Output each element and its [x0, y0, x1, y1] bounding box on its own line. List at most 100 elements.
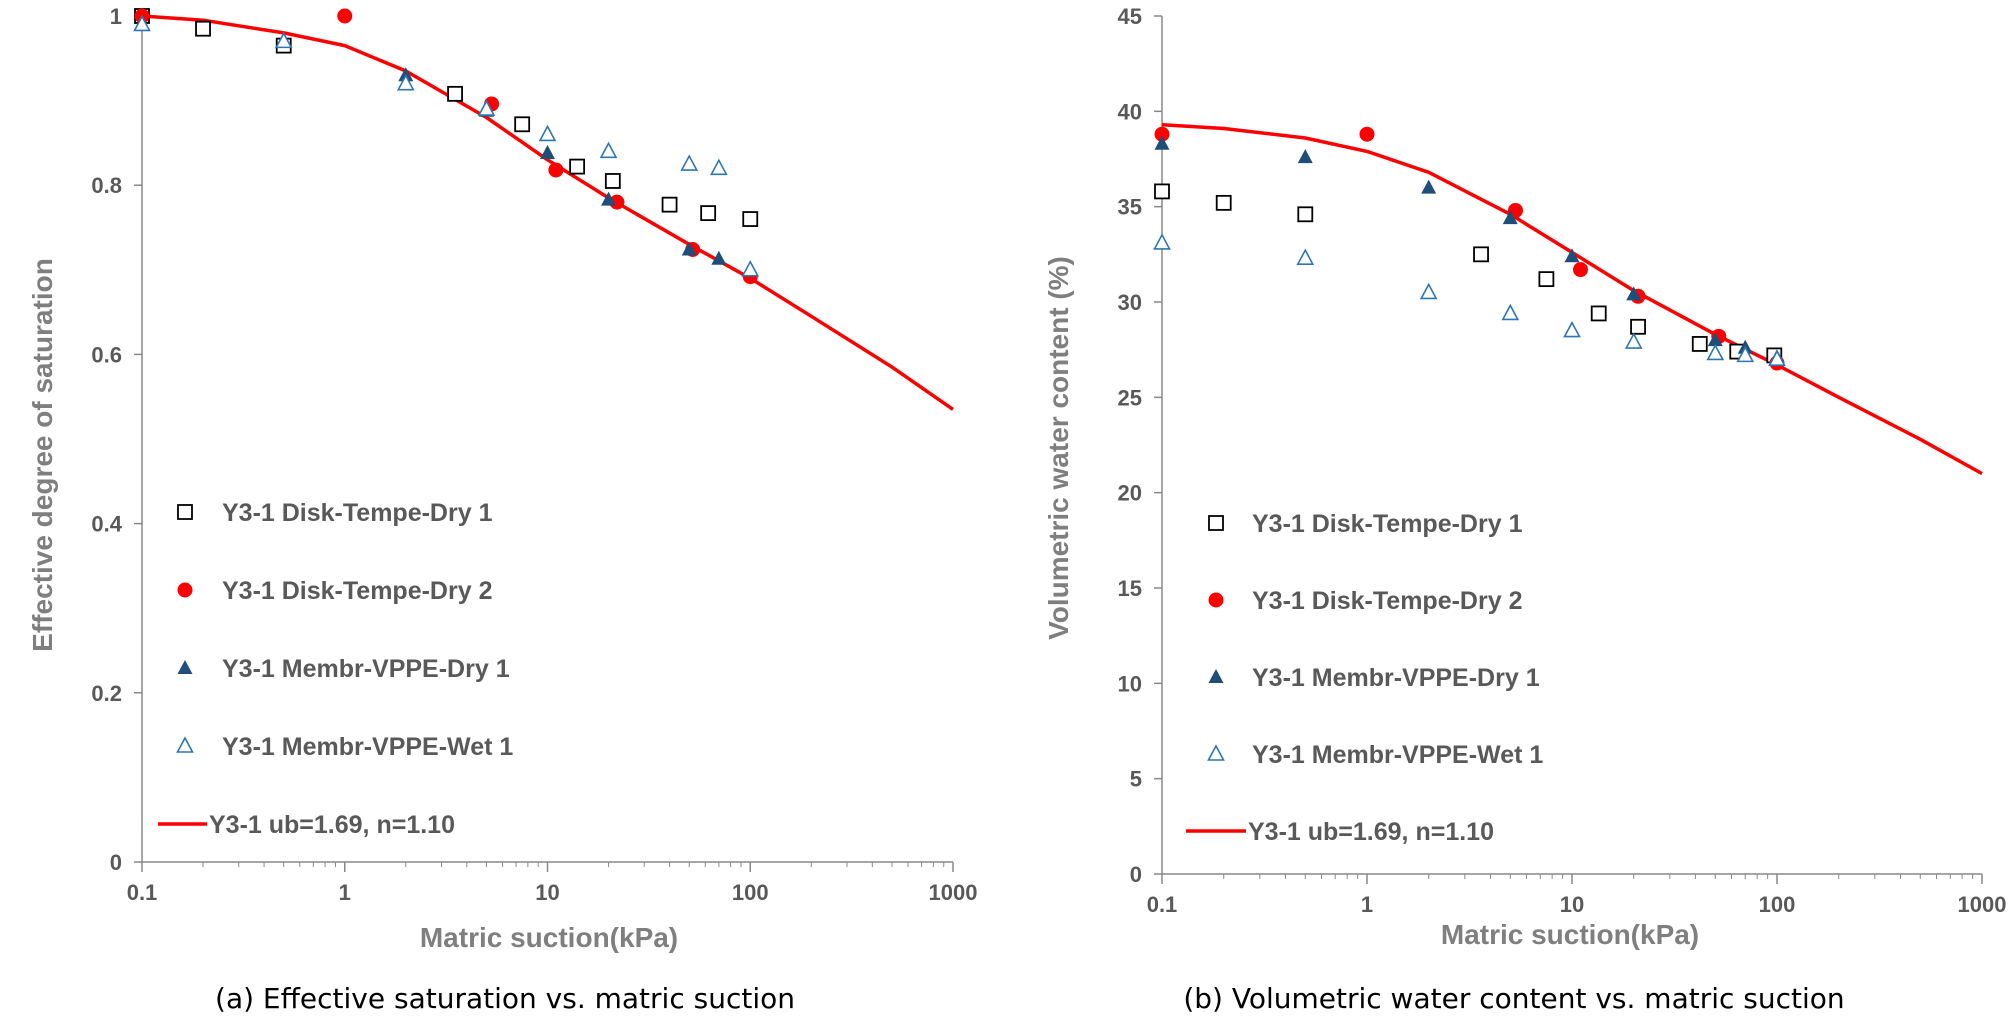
data-point — [133, 14, 151, 32]
data-point — [1707, 332, 1723, 347]
data-point — [337, 8, 353, 24]
x-tick-label: 0.1 — [1147, 892, 1178, 917]
chart-b-ylabel: Volumetric water content (%) — [1043, 256, 1074, 640]
data-point — [680, 154, 699, 171]
data-point — [538, 124, 557, 142]
chart-b-caption: (b) Volumetric water content vs. matric … — [1183, 982, 1844, 1015]
y-tick-label: 1 — [110, 4, 122, 29]
legend-label: Y3-1 Membr-VPPE-Wet 1 — [222, 733, 513, 761]
legend-label: Y3-1 Membr-VPPE-Wet 1 — [1252, 741, 1543, 769]
data-point — [1691, 336, 1708, 352]
data-point — [447, 85, 463, 102]
y-tick-label: 25 — [1118, 385, 1142, 410]
data-point — [1626, 286, 1642, 301]
legend-marker — [1208, 592, 1224, 608]
data-point — [274, 31, 293, 49]
y-tick-label: 40 — [1118, 99, 1142, 124]
data-point — [1359, 126, 1375, 142]
data-point — [1154, 135, 1170, 150]
y-tick-label: 0.8 — [91, 173, 122, 198]
x-tick-label: 100 — [1759, 892, 1796, 917]
data-point — [711, 250, 727, 265]
y-tick-label: 0.6 — [91, 342, 122, 367]
y-tick-label: 15 — [1118, 576, 1142, 601]
data-point — [1768, 349, 1786, 367]
data-point — [661, 196, 678, 213]
legend-marker — [177, 660, 193, 674]
legend-label: Y3-1 ub=1.69, n=1.10 — [1248, 818, 1494, 846]
legend-marker — [177, 504, 193, 520]
data-point — [1706, 343, 1725, 361]
x-tick-label: 10 — [1560, 892, 1584, 917]
legend-label: Y3-1 Membr-VPPE-Dry 1 — [1252, 664, 1540, 692]
legend-marker — [176, 736, 194, 753]
data-point — [396, 73, 415, 91]
x-tick-label: 1000 — [1958, 892, 2007, 917]
data-point — [195, 20, 211, 37]
y-tick-label: 30 — [1118, 290, 1142, 315]
y-tick-label: 10 — [1118, 671, 1142, 696]
data-point — [540, 145, 555, 160]
data-point — [1215, 194, 1232, 211]
legend-marker — [1208, 669, 1224, 683]
legend-label: Y3-1 Disk-Tempe-Dry 2 — [1252, 587, 1522, 615]
data-point — [477, 99, 496, 116]
y-tick-label: 0.2 — [91, 681, 122, 706]
y-tick-label: 20 — [1118, 481, 1142, 506]
chart-b-xlabel: Matric suction(kPa) — [1441, 919, 1699, 950]
x-tick-label: 1 — [1361, 892, 1373, 917]
y-tick-label: 45 — [1118, 4, 1142, 29]
data-point — [548, 162, 564, 178]
data-point — [599, 141, 618, 159]
chart-a-caption: (a) Effective saturation vs. matric suct… — [215, 982, 795, 1015]
data-point — [742, 211, 759, 227]
x-tick-label: 1 — [339, 880, 351, 905]
legend-marker — [1208, 515, 1224, 531]
data-point — [1421, 179, 1437, 194]
data-point — [1154, 183, 1170, 200]
data-point — [1473, 246, 1489, 263]
data-point — [700, 205, 717, 222]
data-point — [1563, 320, 1581, 338]
x-tick-label: 0.1 — [127, 880, 158, 905]
data-point — [1501, 303, 1520, 321]
data-point — [569, 158, 586, 175]
data-point — [1624, 332, 1643, 349]
legend-label: Y3-1 Disk-Tempe-Dry 2 — [222, 577, 492, 605]
data-point — [1297, 149, 1313, 164]
data-point — [601, 191, 617, 206]
data-point — [1590, 305, 1607, 322]
data-point — [1153, 233, 1171, 250]
fit-curve-line — [141, 14, 954, 411]
x-tick-label: 100 — [732, 880, 769, 905]
data-point — [1297, 206, 1314, 223]
data-point — [1296, 248, 1315, 265]
data-point — [741, 260, 760, 277]
legend-label: Y3-1 Membr-VPPE-Dry 1 — [222, 655, 510, 683]
y-tick-label: 0.4 — [91, 512, 122, 537]
chart-a-ylabel: Effective degree of saturation — [27, 258, 58, 652]
fit-curve-line — [1161, 122, 1983, 476]
data-point — [514, 116, 531, 133]
y-tick-label: 0 — [110, 850, 122, 875]
y-tick-label: 5 — [1130, 767, 1142, 792]
data-point — [1564, 248, 1580, 263]
y-tick-label: 35 — [1118, 195, 1142, 220]
data-point — [1736, 345, 1755, 363]
data-point — [1419, 282, 1438, 300]
chart-a: Effective degree of saturation Matric su… — [27, 4, 977, 1015]
x-tick-label: 1000 — [929, 880, 978, 905]
legend-label: Y3-1 Disk-Tempe-Dry 1 — [222, 499, 493, 527]
chart-a-xlabel: Matric suction(kPa) — [420, 922, 678, 953]
legend-marker — [177, 582, 193, 598]
chart-b: Volumetric water content (%) Matric suct… — [1043, 4, 2006, 1015]
data-point — [604, 173, 621, 189]
data-point — [710, 158, 728, 176]
data-point — [1154, 126, 1170, 142]
legend-label: Y3-1 ub=1.69, n=1.10 — [209, 811, 455, 839]
data-point — [1572, 262, 1588, 278]
data-point — [1502, 210, 1518, 225]
y-tick-label: 0 — [1130, 862, 1142, 887]
data-point — [1630, 318, 1646, 335]
